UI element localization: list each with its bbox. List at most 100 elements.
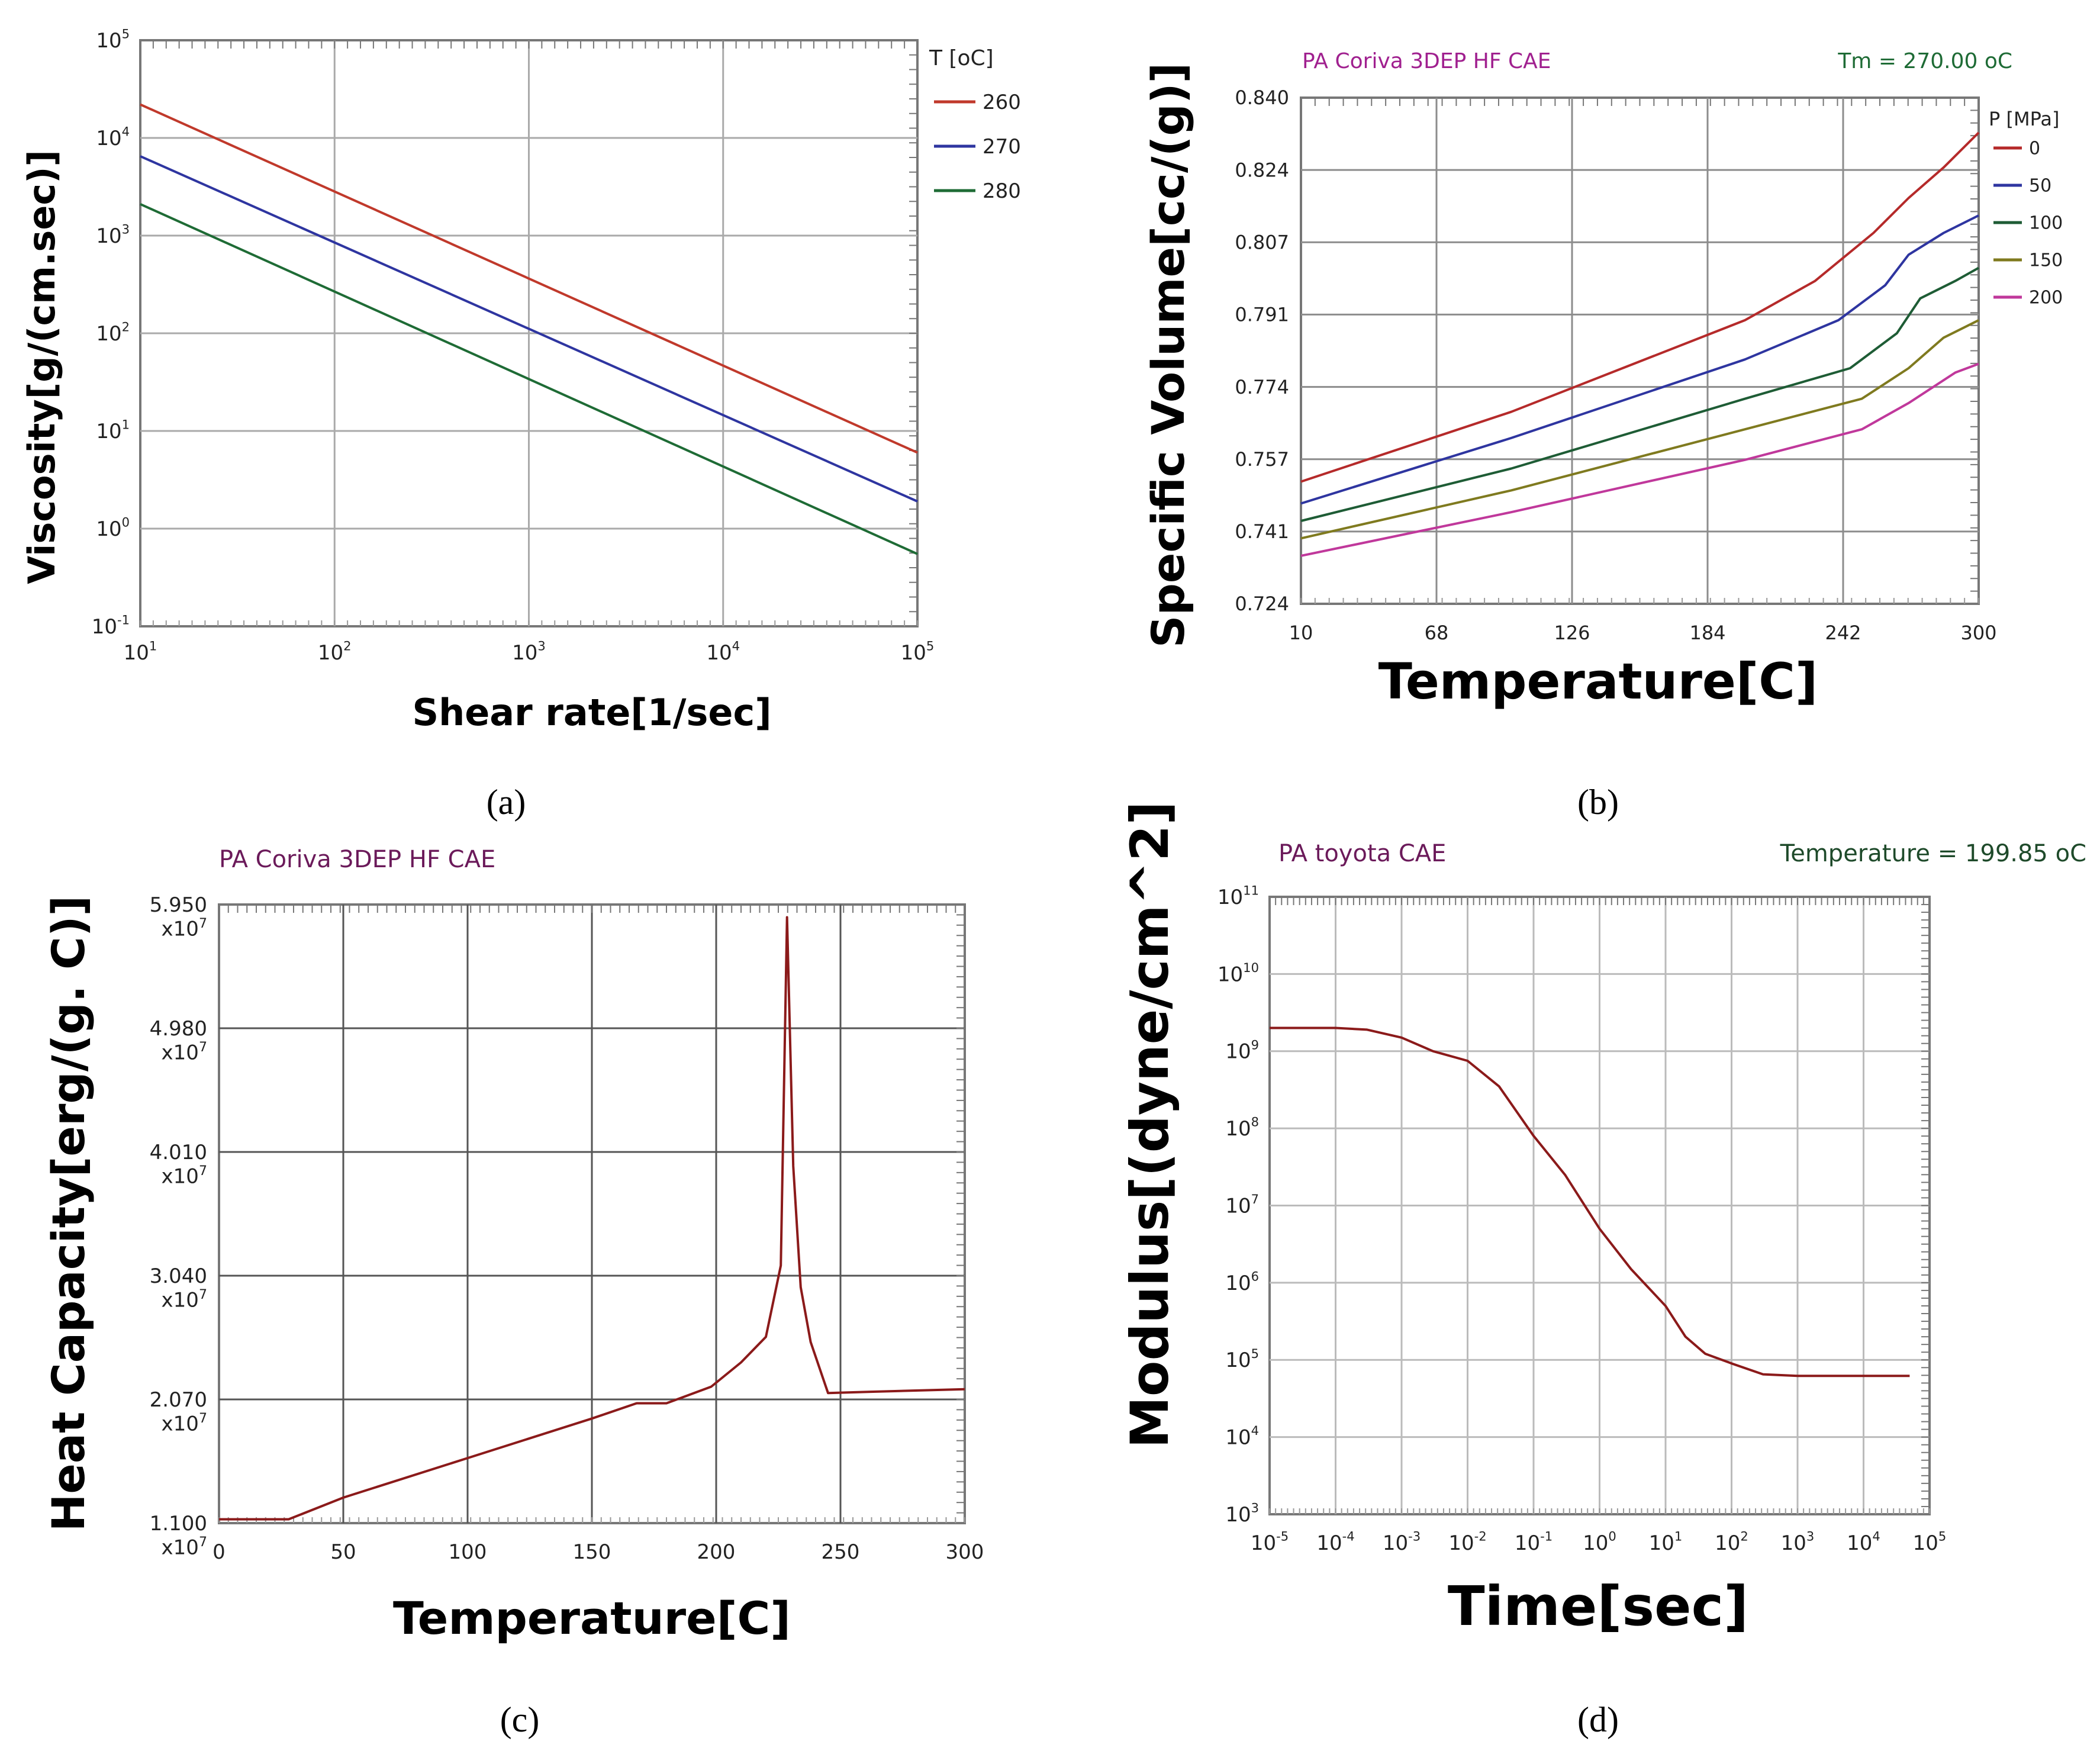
panel-c-x-tick-label: 100 [449, 1540, 487, 1564]
panel-c-y-tick-multiplier: x107 [162, 1039, 207, 1065]
panel-a-x-tick-label: 105 [901, 639, 935, 665]
panel-a-y-tick-label: 103 [96, 222, 130, 248]
panel-b-x-tick-label: 184 [1689, 622, 1725, 644]
panel-c-y-tick-multiplier: x107 [162, 1287, 207, 1312]
panel-a-series-line-280 [140, 202, 918, 555]
panel-c-x-tick-label: 50 [330, 1540, 356, 1564]
panel-b-header-left: PA Coriva 3DEP HF CAE [1302, 49, 1551, 73]
panel-a-x-tick-label: 103 [512, 639, 546, 665]
panel-a-legend-label: 260 [983, 91, 1021, 114]
panel-a-legend-label: 280 [983, 179, 1021, 203]
panel-d-x-tick-label: 101 [1649, 1529, 1683, 1555]
panel-c-y-tick-multiplier: x107 [162, 1411, 207, 1436]
panel-d-x-tick-label: 10-5 [1251, 1529, 1289, 1555]
panel-d-x-tick-label: 102 [1715, 1529, 1748, 1555]
panel-b-x-tick-label: 10 [1289, 622, 1313, 644]
panel-b-x-axis-title: Temperature[C] [1378, 652, 1818, 710]
panel-a-x-tick-label: 101 [124, 639, 157, 665]
panel-c-y-tick-label: 1.100 [150, 1512, 207, 1536]
panel-a-y-axis-title: Viscosity[g/(cm.sec)] [20, 150, 63, 584]
panel-a-y-tick-label: 10-1 [92, 613, 130, 639]
panel-d-header-right: Temperature = 199.85 oC [1780, 840, 2086, 867]
panel-d-x-tick-label: 10-1 [1515, 1529, 1553, 1555]
panel-b-legend-label: 100 [2029, 213, 2063, 234]
panel-c-header: PA Coriva 3DEP HF CAE [219, 846, 495, 873]
panel-c-y-tick-multiplier: x107 [162, 1534, 207, 1560]
panel-c-y-tick-label: 5.950 [150, 893, 207, 917]
panel-b-y-tick-label: 0.741 [1235, 520, 1289, 543]
panel-d-y-tick-label: 105 [1225, 1346, 1259, 1372]
panel-c-x-tick-label: 200 [697, 1540, 736, 1564]
caption-c: (c) [500, 1700, 540, 1739]
panel-b-series-line-100 [1300, 266, 1979, 522]
chart-panel-d: 10-5 10-4 10-3 10-2 10-1 100 101 102 103 104 105 10… [1218, 883, 1946, 1555]
panel-a-legend-title: T [oC] [929, 46, 994, 70]
panel-a-x-axis-title: Shear rate[1/sec] [412, 691, 771, 734]
caption-d: (d) [1577, 1700, 1619, 1739]
panel-a-x-tick-label: 104 [706, 639, 740, 665]
panel-b-legend-label: 150 [2029, 250, 2063, 271]
panel-d-y-tick-label: 108 [1225, 1115, 1259, 1141]
panel-a-y-tick-label: 105 [96, 27, 130, 53]
panel-b-series-line-150 [1300, 319, 1979, 540]
chart-panel-a: 101 102 103 104 105 10-1 100 101 102 103 104 105 260… [92, 27, 1021, 665]
panel-d-x-tick-label: 100 [1583, 1529, 1616, 1555]
panel-c-x-tick-label: 150 [573, 1540, 611, 1564]
chart-panel-b: 10 68 126 184 242 300 0.724 0.741 0.757 0.774 0.79… [1235, 86, 2063, 644]
panel-d-x-axis-title: Time[sec] [1448, 1575, 1748, 1638]
panel-b-series-line-50 [1300, 214, 1979, 505]
panel-d-y-tick-label: 109 [1225, 1037, 1259, 1063]
panel-b-series-line-200 [1300, 362, 1979, 557]
panel-d-header-left: PA toyota CAE [1278, 840, 1446, 867]
panel-d-x-tick-label: 103 [1781, 1529, 1815, 1555]
panel-a-y-tick-label: 104 [96, 124, 130, 150]
panel-b-y-tick-label: 0.724 [1235, 593, 1289, 615]
panel-b-series-line-0 [1300, 131, 1980, 483]
panel-d-y-axis-title: Modulus[(dyne/cm^2] [1119, 801, 1180, 1448]
panel-c-x-tick-label: 250 [822, 1540, 860, 1564]
panel-d-series-line-Modulus [1270, 1026, 1910, 1378]
caption-b: (b) [1577, 783, 1619, 822]
panel-a-series-line-260 [140, 103, 918, 454]
panel-d-x-tick-label: 104 [1847, 1529, 1880, 1555]
panel-b-x-tick-label: 300 [1960, 622, 1996, 644]
panel-c-y-tick-label: 4.010 [150, 1141, 207, 1164]
panel-b-legend-label: 200 [2029, 288, 2063, 308]
panel-a-x-tick-label: 102 [318, 639, 352, 665]
panel-c-y-tick-label: 2.070 [150, 1388, 207, 1412]
panel-b-plot-frame [1300, 96, 1980, 605]
panel-d-y-tick-label: 1011 [1218, 883, 1259, 909]
panel-b-header-right: Tm = 270.00 oC [1837, 49, 2012, 73]
panel-b-x-tick-label: 126 [1554, 622, 1590, 644]
panel-c-y-tick-multiplier: x107 [162, 916, 207, 941]
panel-b-y-tick-label: 0.774 [1235, 376, 1289, 398]
panel-b-y-tick-label: 0.757 [1235, 448, 1289, 471]
panel-c-y-axis-title: Heat Capacity[erg/(g. C)] [42, 896, 95, 1532]
panel-b-x-tick-label: 68 [1425, 622, 1449, 644]
panel-b-legend-label: 50 [2029, 176, 2051, 197]
panel-d-x-tick-label: 105 [1913, 1529, 1947, 1555]
panel-d-y-tick-label: 104 [1225, 1423, 1259, 1449]
panel-b-legend-label: 0 [2029, 139, 2040, 159]
panel-b-y-tick-label: 0.791 [1235, 304, 1289, 326]
panel-a-legend-label: 270 [983, 135, 1021, 159]
panel-c-x-axis-title: Temperature[C] [393, 1592, 791, 1644]
panel-c-y-tick-label: 3.040 [150, 1264, 207, 1288]
panel-a-y-tick-label: 101 [96, 417, 130, 443]
panel-d-y-tick-label: 103 [1225, 1501, 1259, 1527]
panel-d-y-tick-label: 1010 [1218, 960, 1259, 986]
panel-b-legend-title: P [MPa] [1989, 108, 2060, 130]
panel-c-x-tick-label: 300 [946, 1540, 984, 1564]
panel-d-y-tick-label: 106 [1225, 1269, 1259, 1295]
panel-b-x-tick-label: 242 [1825, 622, 1861, 644]
panel-c-x-tick-label: 0 [212, 1540, 226, 1564]
panel-d-y-tick-label: 107 [1225, 1192, 1259, 1218]
panel-d-x-tick-label: 10-4 [1316, 1529, 1354, 1555]
panel-d-x-tick-label: 10-2 [1448, 1529, 1486, 1555]
panel-b-y-tick-label: 0.807 [1235, 231, 1289, 253]
caption-a: (a) [487, 783, 526, 822]
panel-a-y-tick-label: 102 [96, 320, 130, 346]
panel-c-y-tick-label: 4.980 [150, 1017, 207, 1041]
panel-b-y-tick-label: 0.824 [1235, 159, 1289, 181]
